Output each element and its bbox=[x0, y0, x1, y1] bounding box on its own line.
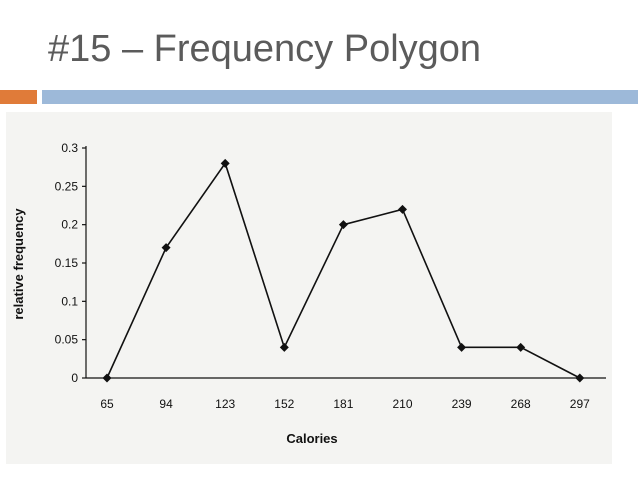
y-tick-label-3: 0.15 bbox=[55, 256, 79, 270]
y-tick-label-4: 0.2 bbox=[61, 218, 78, 232]
frequency-polygon-chart: 0 0.05 0.1 0.15 0.2 0.25 0.3 65 94 123 152 181 210 2… bbox=[11, 141, 606, 446]
y-axis-title: relative frequency bbox=[11, 208, 26, 320]
x-tick-label-1: 94 bbox=[159, 397, 173, 411]
chart-figure: 0 0.05 0.1 0.15 0.2 0.25 0.3 65 94 123 152 181 210 2… bbox=[6, 112, 612, 464]
data-point-123 bbox=[220, 158, 230, 168]
x-tick-label-8: 297 bbox=[570, 397, 590, 411]
data-point-65 bbox=[102, 373, 112, 383]
y-tick-label-5: 0.25 bbox=[55, 179, 79, 193]
x-tick-label-0: 65 bbox=[100, 397, 114, 411]
data-point-152 bbox=[279, 342, 289, 352]
data-point-94 bbox=[161, 243, 171, 253]
x-tick-label-4: 181 bbox=[333, 397, 353, 411]
x-tick-label-2: 123 bbox=[215, 397, 235, 411]
data-point-297 bbox=[575, 373, 585, 383]
data-point-268 bbox=[516, 342, 526, 352]
series-line bbox=[106, 161, 581, 379]
y-tick-label-6: 0.3 bbox=[61, 141, 78, 155]
y-axis: 0 0.05 0.1 0.15 0.2 0.25 0.3 bbox=[55, 141, 87, 385]
x-tick-label-6: 239 bbox=[452, 397, 472, 411]
x-axis: 65 94 123 152 181 210 239 268 297 bbox=[86, 377, 606, 411]
x-tick-label-3: 152 bbox=[274, 397, 294, 411]
accent-bar-blue bbox=[42, 90, 638, 104]
slide-title: #15 – Frequency Polygon bbox=[48, 28, 482, 70]
y-tick-label-1: 0.05 bbox=[55, 333, 79, 347]
x-tick-label-7: 268 bbox=[511, 397, 531, 411]
y-tick-label-2: 0.1 bbox=[61, 294, 78, 308]
y-tick-label-0: 0 bbox=[71, 371, 78, 385]
series bbox=[102, 158, 585, 383]
data-point-210 bbox=[398, 204, 407, 214]
accent-bar-orange bbox=[0, 90, 37, 104]
data-point-239 bbox=[457, 342, 467, 352]
x-tick-label-5: 210 bbox=[392, 397, 412, 411]
x-axis-title: Calories bbox=[286, 431, 337, 446]
data-point-181 bbox=[338, 220, 348, 230]
